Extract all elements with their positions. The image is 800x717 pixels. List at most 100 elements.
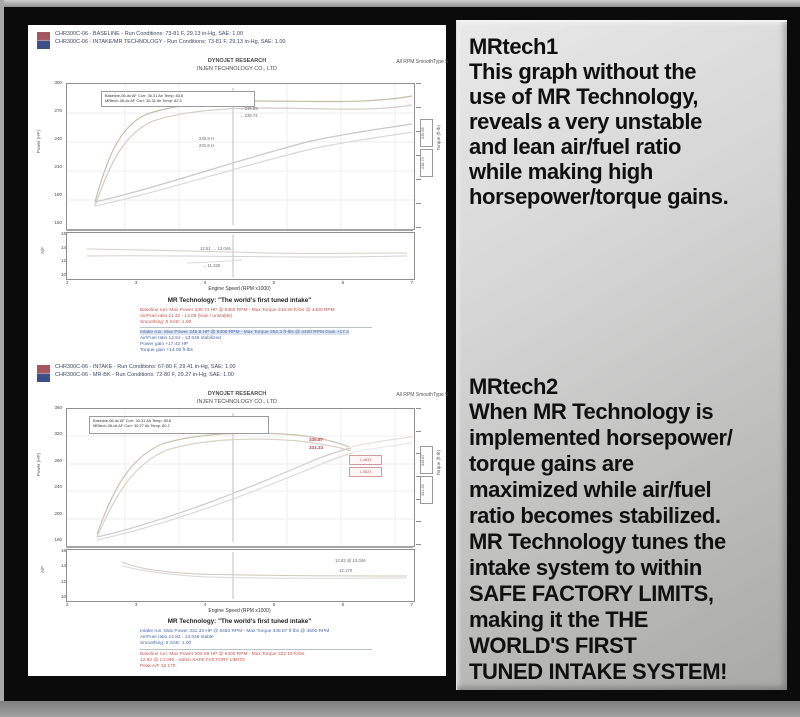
sheet-subtitle: INJEN TECHNOLOGY CO., LTD	[196, 399, 278, 405]
y-tick: 150	[54, 220, 62, 225]
x-axis-ticks: 2 3 4 5 6 7	[66, 602, 413, 607]
mrtech1-paragraph: This graph without the use of MR Technol…	[469, 59, 729, 209]
af-plot: 12.82 @ 13.046 12.170	[66, 549, 415, 602]
right-axis-ticks	[416, 83, 422, 228]
smoothing-note: All RPM SmoothType 5	[396, 59, 448, 65]
mrtech1-heading: MRtech1	[469, 34, 558, 59]
peak-annotation: 245.8 H	[199, 136, 215, 141]
y-axis-ticks-power: 360 320 280 240 200 160	[46, 405, 62, 542]
legend-entry-1: Baseline-06-dx AF Corr: 30.31 Air Temp: …	[93, 418, 172, 423]
result-line-highlighted: Intake run: Max Power 245.8 HP @ 6400 RP…	[140, 330, 349, 335]
result-line: Smoothing: 5 SAE: 1.00	[140, 641, 192, 646]
frame-top	[0, 0, 800, 7]
right-axis-ticks	[416, 408, 422, 545]
description-panel: MRtech1 This graph without the use of MR…	[456, 20, 787, 690]
y-tick: 270	[54, 108, 62, 113]
mrtech2-paragraph: When MR Technology is implemented horsep…	[469, 399, 733, 684]
plot-legend: Baseline-06-dx AF Corr: 30.31 Air Temp: …	[101, 91, 255, 107]
mrtech2-section: MRtech2 When MR Technology is implemente…	[469, 374, 733, 685]
af-annotation: 12.82 @ 13.046	[335, 558, 366, 563]
mr-technology-caption: MR Technology: "The world's first tuned …	[167, 297, 312, 304]
torque-peak-box: 331.33	[420, 476, 433, 504]
main-plot: Baseline-06-dx AF Corr: 30.31 Air Temp: …	[66, 408, 415, 547]
smoothing-note: All RPM SmoothType 5	[396, 392, 448, 398]
y-axis-label-power: Power (HP)	[36, 453, 41, 477]
dyno-curves	[67, 409, 414, 546]
sheet-subtitle: INJEN TECHNOLOGY CO., LTD	[196, 66, 278, 72]
dynojet-logo-icon	[37, 365, 50, 382]
y-axis-ticks-af: 16 14 12 10	[50, 231, 66, 277]
dyno-sheet-panel: CHR300C-06 - BASELINE - Run Conditions: …	[28, 25, 448, 676]
result-line: Torque gain +14.06 ft-lbs	[140, 348, 193, 353]
x-tick: 4	[203, 602, 207, 607]
mrtech-peak-annotation: 345.87	[309, 437, 324, 442]
y-tick: 10	[60, 593, 66, 599]
y-tick: 14	[60, 563, 66, 569]
result-line: Power gain +17.42 HP	[140, 342, 189, 347]
result-line: Air/Fuel ratio 12.82 - 13.046 stable	[140, 635, 214, 640]
result-line: Baseline run: Max Power 238.74 HP @ 6350…	[140, 308, 335, 313]
y-axis-label-power: Power (HP)	[36, 130, 41, 154]
baseline-results-text: Baseline run: Max Power 306.68 HP @ 6400…	[140, 652, 304, 670]
dyno-graph-2: CHR300C-06 - INTAKE - Run Conditions: 67…	[28, 358, 448, 676]
y-tick: 240	[54, 136, 62, 141]
y-tick: 320	[54, 431, 62, 437]
result-line: Air/Fuel ratio 12.51 - 13.046 stabilized	[140, 336, 221, 341]
plot-divider	[66, 229, 413, 231]
x-tick: 3	[134, 602, 138, 607]
x-tick: 5	[272, 602, 276, 607]
torque-peak-box: 238.74	[420, 149, 433, 177]
x-tick: 2	[66, 280, 69, 285]
x-tick: 6	[341, 280, 345, 285]
x-axis-label: Engine Speed (RPM x1000)	[208, 608, 271, 614]
x-tick: 3	[134, 280, 138, 285]
af-annotation: 12.51 → 13.046	[200, 246, 231, 251]
intake-results-text: Intake run: Max Power 331.33 HP @ 6450 R…	[140, 629, 329, 647]
gain-box: 1.4833	[349, 455, 382, 465]
baseline-results-text: Baseline run: Max Power 238.74 HP @ 6350…	[140, 308, 335, 326]
y-tick: 240	[54, 484, 62, 490]
legend-entry-2: MRtech-06-dx AF Corr: 30.31 Air Temp: 82…	[105, 98, 182, 103]
peak-annotation: → 245.59	[239, 106, 258, 111]
run-header-line1: CHR300C-06 - BASELINE - Run Conditions: …	[55, 31, 244, 37]
y-tick: 12	[60, 258, 66, 264]
sheet-title: DYNOJET RESEARCH	[207, 58, 267, 64]
plot-legend: Baseline-06-dx AF Corr: 30.31 Air Temp: …	[89, 416, 269, 434]
y-axis-ticks-af: 16 14 12 10	[50, 548, 66, 599]
torque-peak-box: 245.59	[420, 119, 433, 147]
x-tick: 2	[66, 602, 69, 607]
frame-bottom	[0, 701, 800, 717]
y-tick: 180	[54, 192, 62, 197]
result-line: Peak A/F 12.170	[140, 664, 176, 669]
y-tick: 10	[60, 271, 66, 277]
dyno-curves	[67, 84, 414, 229]
sheet-title: DYNOJET RESEARCH	[207, 391, 267, 397]
x-tick: 4	[203, 280, 207, 285]
y-tick: 210	[54, 164, 62, 169]
af-annotation: → 11.325	[202, 263, 221, 268]
y-tick: 300	[54, 80, 62, 85]
x-tick: 7	[410, 280, 413, 285]
af-annotation: 12.170	[339, 568, 353, 573]
text-divider	[140, 649, 372, 650]
right-axis-label-torque: Torque (ft-lb)	[436, 450, 441, 476]
y-tick: 16	[60, 548, 66, 553]
y-axis-label-af: A/F	[40, 566, 45, 574]
result-line: Air/Fuel ratio 11.32 - 13.05 (lean / uns…	[140, 314, 233, 319]
af-plot: 12.51 → 13.046 → 11.325	[66, 232, 415, 280]
intake-results-text: Intake run: Max Power 245.8 HP @ 6400 RP…	[140, 330, 349, 354]
result-line: Intake run: Max Power 331.33 HP @ 6450 R…	[140, 629, 330, 634]
mrtech1-section: MRtech1 This graph without the use of MR…	[469, 34, 729, 209]
af-curves	[121, 552, 408, 599]
x-tick: 6	[341, 602, 345, 607]
gain-box: 1.0823	[349, 467, 382, 477]
y-tick: 200	[54, 510, 62, 516]
result-line: Baseline run: Max Power 306.68 HP @ 6400…	[140, 652, 305, 657]
y-tick: 12	[60, 578, 66, 584]
x-axis-label: Engine Speed (RPM x1000)	[208, 286, 271, 292]
peak-annotation: 231.6 H	[199, 143, 215, 148]
dyno-graph-1: CHR300C-06 - BASELINE - Run Conditions: …	[28, 25, 448, 355]
mrtech-peak-annotation: 331.33	[309, 445, 324, 450]
frame-left	[0, 0, 4, 717]
